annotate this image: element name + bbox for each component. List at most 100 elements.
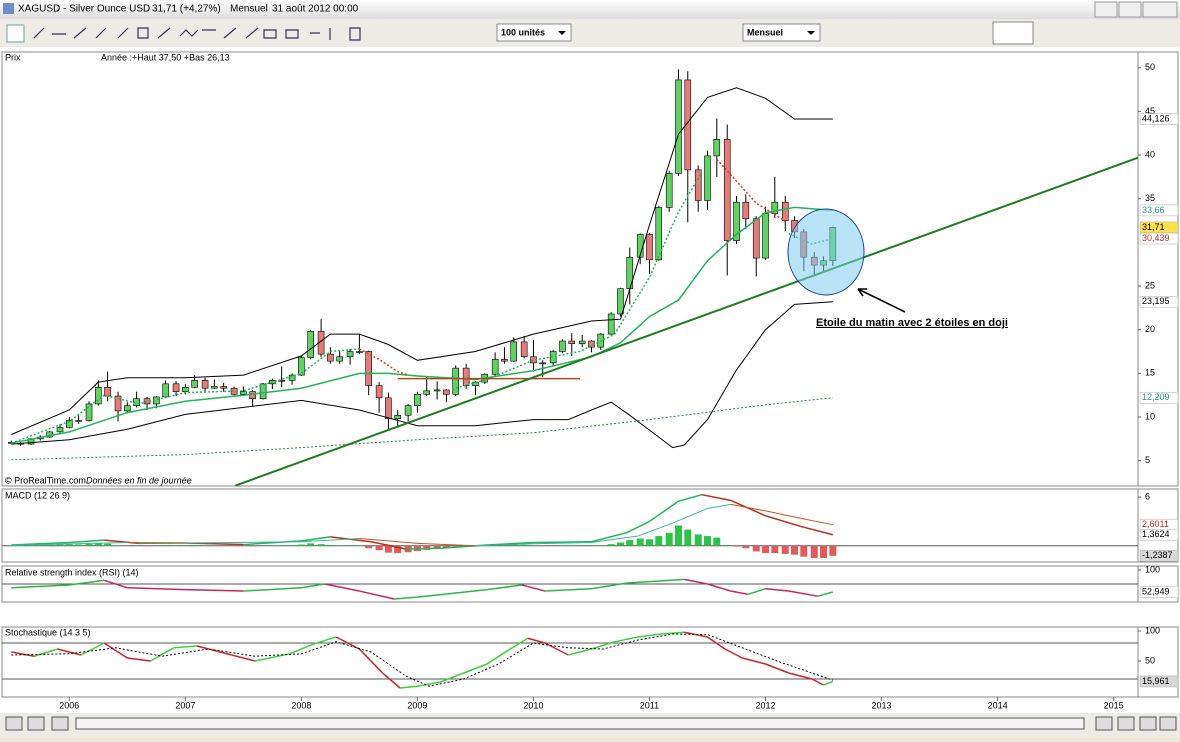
histogram-bar (771, 546, 778, 553)
window-buttons[interactable] (1095, 2, 1177, 17)
candle-body (173, 384, 179, 392)
histogram-bar (791, 546, 798, 555)
candle-body (414, 394, 420, 405)
period-text: Mensuel (747, 27, 783, 37)
units-select[interactable]: 100 unités (497, 24, 571, 41)
y-tick-label: 40 (1145, 149, 1155, 159)
icon[interactable] (52, 717, 68, 730)
value-badge-label: 1,3624 (1142, 529, 1170, 539)
histogram-bar (104, 544, 111, 546)
candle-body (337, 357, 343, 361)
candle-body (705, 156, 711, 201)
y-tick-label: 50 (1145, 655, 1155, 665)
zoom-icon[interactable] (1118, 717, 1134, 730)
maximize[interactable] (1119, 2, 1141, 17)
highlight-circle (788, 209, 864, 295)
candle-body (124, 406, 130, 411)
candle-body (453, 368, 459, 394)
histogram-bar (811, 546, 818, 558)
candle-body (501, 359, 507, 361)
x-tick-label: 2006 (59, 700, 79, 710)
annotation: Etoile du matin avec 2 étoiles en doji (816, 317, 1008, 329)
value-badge-label: 52,949 (1142, 586, 1170, 596)
candle-body (492, 359, 498, 374)
panel-title: Stochastique (14 3 5) (5, 627, 91, 637)
period-select[interactable]: Mensuel (743, 24, 820, 41)
histogram-bar (762, 546, 769, 553)
histogram-bar (365, 546, 372, 548)
x-tick-label: 2012 (756, 700, 776, 710)
window-period: Mensuel (230, 4, 268, 15)
histogram-bar (249, 546, 256, 547)
candle-body (559, 341, 565, 351)
candle-body (240, 392, 246, 395)
candle-body (221, 386, 227, 388)
candle-body (298, 358, 304, 375)
value-badge-label: 33,66 (1142, 205, 1165, 215)
candle-body (57, 427, 63, 431)
candle-body (376, 386, 382, 398)
print-icon[interactable] (6, 717, 22, 730)
value-badge-label: 30,439 (1142, 233, 1170, 243)
minimize[interactable] (1095, 2, 1117, 17)
candle-body (405, 406, 411, 416)
panel-subtitle: Année :+Haut 37,50 +Bas 26,13 (101, 52, 230, 62)
candle-body (86, 404, 92, 421)
candle-body (395, 415, 401, 418)
panel-title: MACD (12 26 9) (5, 490, 70, 500)
candle-body (714, 139, 720, 156)
histogram-bar (724, 545, 731, 546)
y-tick-label: 20 (1145, 324, 1155, 334)
print-icon[interactable] (28, 717, 44, 730)
close[interactable] (1143, 2, 1177, 17)
candle-body (763, 214, 769, 259)
candle-body (782, 202, 788, 220)
histogram-bar (37, 545, 44, 546)
candle-body (192, 380, 198, 387)
tool[interactable] (7, 25, 24, 42)
candle-body (724, 139, 730, 240)
histogram-bar (695, 534, 702, 545)
candle-body (434, 390, 440, 391)
zoom-icon[interactable] (1096, 717, 1112, 730)
candle-body (76, 421, 82, 422)
candle-body (463, 368, 469, 385)
zoom-icon[interactable] (1140, 717, 1156, 730)
value-badge-label: 15,961 (1142, 676, 1170, 686)
histogram-bar (385, 546, 392, 553)
zoom-icon[interactable] (1160, 717, 1176, 730)
bottom-tools[interactable] (6, 717, 1176, 730)
candle-body (182, 387, 188, 391)
histogram-bar (191, 545, 198, 546)
histogram-bar (675, 526, 682, 546)
y-tick-label: 15 (1145, 368, 1155, 378)
window-quote: 31,71 (+4,27%) (152, 4, 221, 15)
scrollbar[interactable] (76, 718, 1084, 729)
histogram-bar (800, 546, 807, 557)
candle-body (608, 314, 614, 334)
y-tick-label: 100 (1145, 564, 1160, 574)
x-tick-label: 2014 (988, 700, 1008, 710)
x-tick-label: 2009 (407, 700, 427, 710)
candle-body (424, 391, 430, 394)
histogram-bar (742, 546, 749, 548)
note: Données en fin de journée (86, 475, 192, 485)
value-badge-label: 23,195 (1142, 296, 1170, 306)
candle-body (695, 170, 701, 201)
candle-body (356, 352, 362, 353)
candle-body (105, 387, 111, 396)
candle-body (579, 341, 585, 344)
y-tick-label: 35 (1145, 193, 1155, 203)
histogram-bar (327, 545, 334, 546)
candle-body (163, 384, 169, 397)
indicator-button[interactable] (993, 22, 1033, 44)
histogram-bar (829, 546, 836, 556)
y-tick-label: 6 (1145, 491, 1150, 501)
line-segment (406, 548, 441, 549)
window-date: 31 août 2012 00:00 (272, 4, 359, 15)
value-badge-label: 31,71 (1142, 222, 1165, 232)
x-tick-label: 2008 (291, 700, 311, 710)
histogram-bar (713, 538, 720, 546)
